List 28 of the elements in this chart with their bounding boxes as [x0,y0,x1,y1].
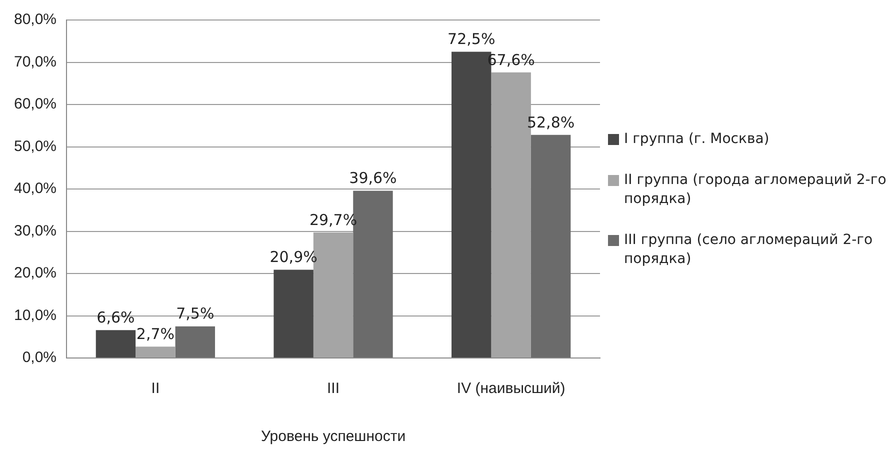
y-tick-label: 20,0% [14,264,57,282]
bar [96,330,136,358]
y-tick-label: 40,0% [14,180,57,198]
y-tick-label: 60,0% [14,96,57,113]
data-label: 7,5% [176,304,214,323]
data-label: 6,6% [96,308,135,327]
x-tick-label: III [327,380,340,398]
bar [175,326,216,358]
data-label: 39,6% [349,169,397,188]
y-tick-label: 70,0% [14,53,57,70]
legend-label: III группа (село агломераций 2-го порядка) [624,231,874,269]
y-tick-label: 0,0% [22,349,57,366]
data-label: 2,7% [136,324,174,343]
y-tick-label: 30,0% [14,222,57,240]
x-axis-title: Уровень успешности [260,428,406,446]
legend-label: II группа (города агломераций 2-го порядка) [624,171,888,209]
data-label: 72,5% [448,30,496,48]
bar [530,134,571,358]
bar [274,270,314,358]
bar [136,346,176,358]
data-label: 52,8% [526,113,575,132]
legend-label: I группа (г. Москва) [624,130,770,149]
data-label: 20,9% [270,248,318,266]
y-tick-label: 80,0% [14,11,57,28]
y-tick-label: 50,0% [14,138,57,155]
x-tick-label: IV (наивысший) [456,380,566,398]
y-tick-label: 10,0% [14,306,57,324]
x-tick-label: II [151,380,160,398]
